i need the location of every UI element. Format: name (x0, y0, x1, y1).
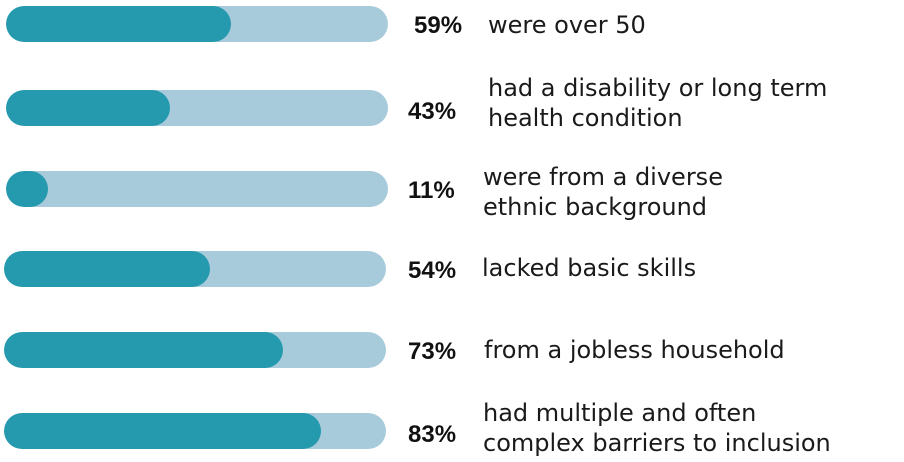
category-label: lacked basic skills (482, 254, 697, 282)
bar-fill (4, 413, 322, 449)
pct-label: 83% (408, 421, 457, 448)
pct-label: 54% (408, 257, 457, 284)
bar-row-disability: 43% had a disability or long term health… (0, 74, 904, 132)
category-label: were over 50 (488, 11, 646, 39)
category-label-line-1: had multiple and often (483, 399, 757, 427)
bar-fill (4, 332, 283, 368)
pct-label: 73% (408, 338, 457, 365)
bar-fill (4, 251, 211, 287)
bar-row-barriers: 83% had multiple and often complex barri… (0, 399, 904, 457)
bar-row-basic-skills: 54% lacked basic skills (0, 251, 904, 287)
bar-row-jobless: 73% from a jobless household (0, 332, 904, 368)
category-label-line-1: had a disability or long term (488, 74, 828, 102)
bar-row-ethnic: 11% were from a diverse ethnic backgroun… (0, 163, 904, 221)
bar-fill (6, 171, 49, 207)
pct-label: 59% (414, 12, 463, 39)
category-label-line-1: were from a diverse (483, 163, 723, 191)
pct-label: 43% (408, 98, 457, 125)
bar-fill (6, 90, 171, 126)
pct-label: 11% (408, 177, 455, 204)
bar-row-over-50: 59% were over 50 (0, 6, 904, 42)
bar-track (4, 251, 386, 287)
category-label: from a jobless household (484, 336, 785, 364)
bar-track (6, 171, 388, 207)
bar-track (4, 332, 386, 368)
category-label-line-2: complex barriers to inclusion (483, 429, 831, 457)
bar-track (6, 90, 388, 126)
category-label-line-2: ethnic background (483, 193, 708, 221)
category-label-line-2: health condition (488, 104, 683, 132)
bar-track (4, 413, 386, 449)
bar-fill (6, 6, 232, 42)
bar-track (6, 6, 388, 42)
